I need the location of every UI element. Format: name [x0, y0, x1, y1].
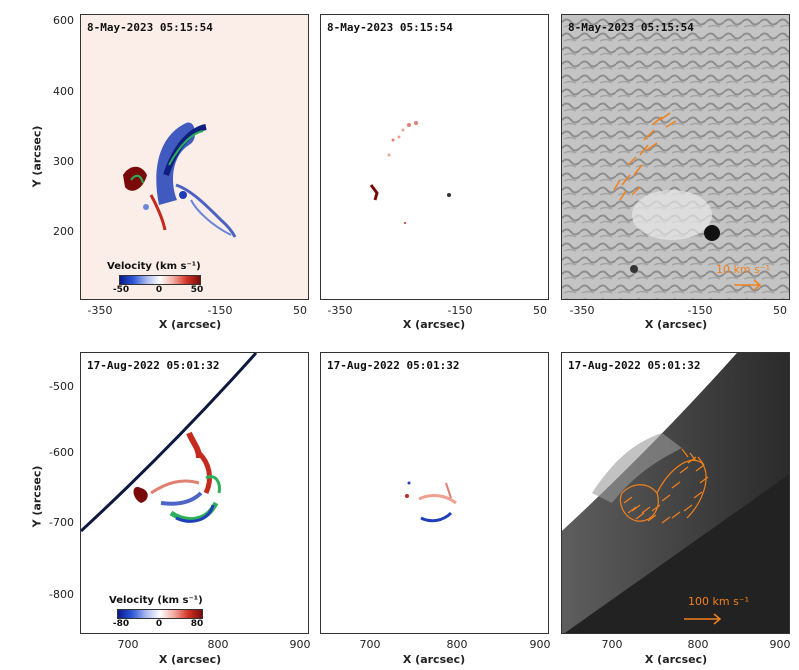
bottom-arrow-scale-label: 100 km s⁻¹	[688, 595, 750, 608]
bottom-y-tick-500: -500	[49, 380, 74, 393]
top-masked-image	[369, 121, 451, 224]
bottom-colorbar-tick-mid: 0	[155, 619, 163, 629]
top-y-tick-400: 400	[53, 85, 74, 98]
bottom-x-axis-label-1: X (arcsec)	[158, 653, 222, 666]
top-x-axis-label-3: X (arcsec)	[644, 318, 708, 331]
top-x-axis-label-1: X (arcsec)	[158, 318, 222, 331]
bottom-colorbar-title: Velocity (km s⁻¹)	[109, 595, 203, 606]
top-colorbar-tick-max: 50	[190, 285, 204, 295]
bottom-doppler-image	[81, 353, 258, 533]
top-y-tick-600: 600	[53, 14, 74, 27]
top-x-tick-p3-c: 50	[773, 304, 787, 317]
top-x-tick-p2-c: 50	[533, 304, 547, 317]
top-x-tick-p2-b: -150	[447, 304, 473, 317]
top-timestamp-1: 8-May-2023 05:15:54	[87, 21, 213, 34]
top-x-tick-p1-c: 50	[293, 304, 307, 317]
bottom-y-tick-600: -600	[49, 446, 74, 459]
bottom-x-tick-p2-a: 700	[359, 638, 381, 651]
bottom-timestamp-1: 17-Aug-2022 05:01:32	[87, 359, 220, 372]
bottom-intensity-panel: 17-Aug-2022 05:01:32 100 km s⁻¹	[561, 352, 790, 634]
bottom-masked-panel: 17-Aug-2022 05:01:32	[320, 352, 549, 634]
top-doppler-panel: 8-May-2023 05:15:54 Velocity (km s⁻¹) -5…	[80, 14, 309, 300]
top-timestamp-2: 8-May-2023 05:15:54	[327, 21, 453, 34]
bottom-x-tick-p3-b: 800	[687, 638, 709, 651]
bottom-x-tick-p1-b: 800	[207, 638, 229, 651]
bottom-x-tick-p2-c: 900	[529, 638, 551, 651]
top-x-tick-p3-a: -350	[569, 304, 595, 317]
top-intensity-panel: 8-May-2023 05:15:54 10 km s⁻¹	[561, 14, 790, 300]
top-colorbar-tick-min: -50	[112, 285, 130, 295]
top-doppler-image	[123, 122, 237, 238]
bottom-timestamp-3: 17-Aug-2022 05:01:32	[568, 359, 701, 372]
bottom-intensity-image	[562, 353, 789, 633]
top-colorbar-title: Velocity (km s⁻¹)	[107, 261, 201, 272]
bottom-x-tick-p1-c: 900	[289, 638, 311, 651]
top-y-tick-300: 300	[53, 155, 74, 168]
top-x-tick-p1-b: -150	[207, 304, 233, 317]
bottom-doppler-panel: 17-Aug-2022 05:01:32 Velocity (km s⁻¹) -…	[80, 352, 309, 634]
bottom-timestamp-2: 17-Aug-2022 05:01:32	[327, 359, 460, 372]
top-x-axis-label-2: X (arcsec)	[402, 318, 466, 331]
bottom-x-axis-label-3: X (arcsec)	[644, 653, 708, 666]
top-timestamp-3: 8-May-2023 05:15:54	[568, 21, 694, 34]
bottom-colorbar	[117, 609, 203, 619]
top-colorbar-tick-mid: 0	[155, 285, 163, 295]
top-x-tick-p3-b: -150	[687, 304, 713, 317]
bottom-colorbar-tick-max: 80	[190, 619, 204, 629]
bottom-x-tick-p1-a: 700	[117, 638, 139, 651]
top-colorbar	[119, 275, 201, 285]
bottom-masked-image	[405, 481, 457, 523]
bottom-x-tick-p3-c: 900	[769, 638, 791, 651]
top-y-axis-label: Y (arcsec)	[30, 125, 44, 188]
bottom-x-axis-label-2: X (arcsec)	[402, 653, 466, 666]
top-arrow-scale-label: 10 km s⁻¹	[716, 263, 771, 276]
bottom-colorbar-tick-min: -80	[112, 619, 130, 629]
bottom-x-tick-p2-b: 800	[446, 638, 468, 651]
top-x-tick-p2-a: -350	[327, 304, 353, 317]
top-y-tick-200: 200	[53, 225, 74, 238]
top-x-tick-p1-a: -350	[87, 304, 113, 317]
bottom-y-tick-800: -800	[49, 588, 74, 601]
bottom-y-tick-700: -700	[49, 516, 74, 529]
top-masked-panel: 8-May-2023 05:15:54	[320, 14, 549, 300]
bottom-x-tick-p3-a: 700	[601, 638, 623, 651]
top-intensity-image	[562, 15, 789, 299]
bottom-y-axis-label: Y (arcsec)	[30, 465, 44, 528]
